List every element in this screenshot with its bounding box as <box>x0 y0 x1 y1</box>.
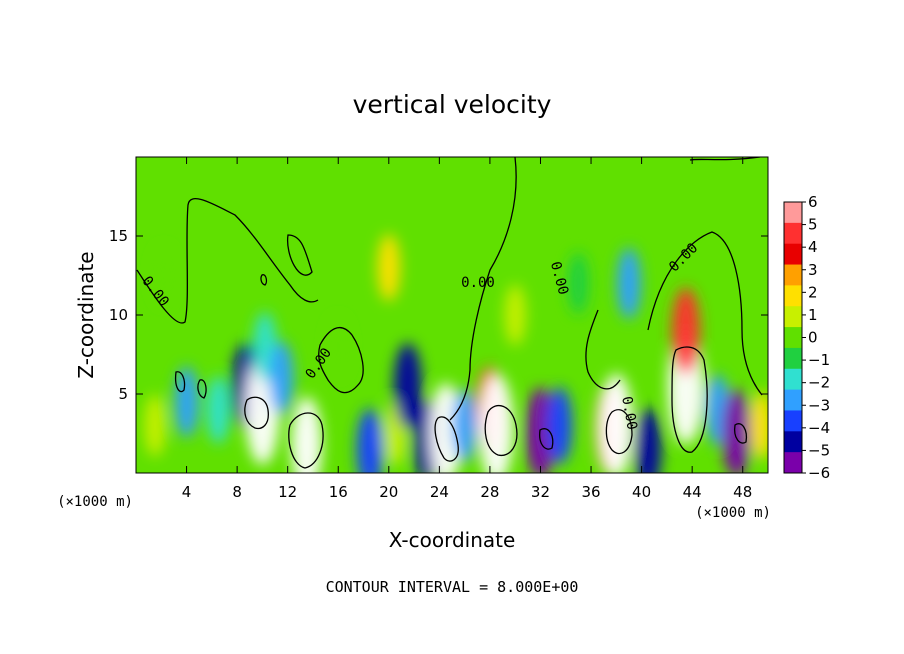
chart-title: vertical velocity <box>353 90 552 119</box>
contour-line <box>605 409 633 455</box>
colorbar-segment <box>784 410 802 432</box>
colorbar-segment <box>784 431 802 453</box>
y-tick-label: 5 <box>118 385 128 403</box>
x-tick-label: 36 <box>581 483 600 501</box>
contour-line <box>318 326 364 394</box>
contour-line <box>734 423 748 444</box>
velocity-cell <box>206 375 230 444</box>
x-tick-label: 12 <box>278 483 297 501</box>
velocity-cell <box>393 343 422 430</box>
velocity-cell <box>504 284 526 346</box>
x-tick-label: 40 <box>632 483 651 501</box>
colorbar-tick-label: 4 <box>808 238 818 256</box>
colorbar-segment <box>784 327 802 349</box>
x-tick-label: 20 <box>379 483 398 501</box>
colorbar-tick-label: 5 <box>808 216 818 234</box>
contour-line <box>286 234 313 276</box>
x-axis-label: X-coordinate <box>389 528 516 552</box>
contour-line <box>671 346 708 453</box>
colorbar-tick-label: −4 <box>808 419 830 437</box>
velocity-cell <box>567 252 590 315</box>
x-tick-label: 8 <box>232 483 242 501</box>
colorbar-tick-label: −6 <box>808 464 830 482</box>
velocity-cell <box>479 373 514 473</box>
colorbar-tick-label: −2 <box>808 374 830 392</box>
colorbar-segment <box>784 306 802 328</box>
contour-line <box>174 371 186 393</box>
y-axis: 5 10 15 <box>109 227 768 403</box>
colorbar-tick-label: −5 <box>808 441 830 459</box>
contour-interval-note: CONTOUR INTERVAL = 8.000E+00 <box>326 578 579 596</box>
contour-label: 0.00 <box>618 395 640 431</box>
contour-line <box>449 157 517 421</box>
contour-line <box>539 428 554 450</box>
colorbar-segment <box>784 285 802 307</box>
x-tick-label: 4 <box>182 483 192 501</box>
velocity-cell <box>722 389 751 473</box>
velocity-cell <box>356 408 384 473</box>
velocity-cell <box>599 373 633 473</box>
x-axis: 4 8 12 16 20 24 28 32 36 40 44 48 <box>182 157 752 501</box>
colorbar-segment <box>784 264 802 286</box>
contour-line <box>689 157 761 161</box>
x-tick-label: 48 <box>733 483 752 501</box>
contour-line <box>434 416 459 462</box>
y-tick-label: 15 <box>109 227 128 245</box>
velocity-cell <box>546 387 573 465</box>
colorbar-tick-label: 6 <box>808 193 818 211</box>
x-tick-label: 24 <box>430 483 449 501</box>
contour-line <box>288 412 324 469</box>
colorbar-tick-label: 3 <box>808 261 818 279</box>
contour-line <box>260 274 268 286</box>
velocity-cell <box>144 394 166 457</box>
velocity-cell <box>634 407 662 473</box>
velocity-cell <box>750 391 768 460</box>
zero-contours <box>136 157 763 469</box>
velocity-cell <box>327 317 349 377</box>
colorbar-tick-label: −3 <box>808 396 830 414</box>
colorbar-segment <box>784 347 802 370</box>
velocity-cell <box>268 341 294 416</box>
contour-line <box>244 396 269 430</box>
x-tick-label: 28 <box>480 483 499 501</box>
velocity-cell <box>671 287 700 374</box>
contour-line <box>197 379 207 399</box>
contour-line <box>647 231 763 396</box>
x-unit-label-right: (×1000 m) <box>695 505 771 521</box>
velocity-cell <box>291 397 322 473</box>
velocity-field <box>144 234 768 473</box>
colorbar: 6 5 4 3 2 1 0 −1 −2 −3 −4 −5 −6 <box>783 193 830 482</box>
colorbar-tick-label: 2 <box>808 283 818 301</box>
colorbar-segment <box>784 452 802 474</box>
contour-label: 0.00 <box>461 275 495 291</box>
velocity-cell <box>377 234 401 301</box>
y-axis-label: Z-coordinate <box>74 251 98 378</box>
velocity-cell <box>616 247 641 319</box>
x-tick-label: 44 <box>683 483 702 501</box>
x-unit-label-left: (×1000 m) <box>57 494 133 510</box>
contour-line <box>585 309 621 390</box>
y-tick-label: 10 <box>109 306 128 324</box>
colorbar-segment <box>784 202 802 224</box>
plot-area <box>136 157 768 473</box>
colorbar-segment <box>784 368 802 391</box>
velocity-cell <box>429 383 462 473</box>
colorbar-segment <box>784 389 802 411</box>
colorbar-segment <box>784 243 802 266</box>
velocity-cell <box>174 366 199 438</box>
velocity-cell <box>153 246 175 305</box>
contour-line <box>484 404 518 457</box>
x-tick-label: 32 <box>531 483 550 501</box>
colorbar-tick-label: 0 <box>808 329 818 347</box>
colorbar-segment <box>784 222 802 245</box>
x-tick-label: 16 <box>329 483 348 501</box>
colorbar-tick-label: 1 <box>808 306 818 324</box>
velocity-cell <box>452 388 478 463</box>
colorbar-tick-label: −1 <box>808 351 830 369</box>
contour-line <box>136 198 319 324</box>
